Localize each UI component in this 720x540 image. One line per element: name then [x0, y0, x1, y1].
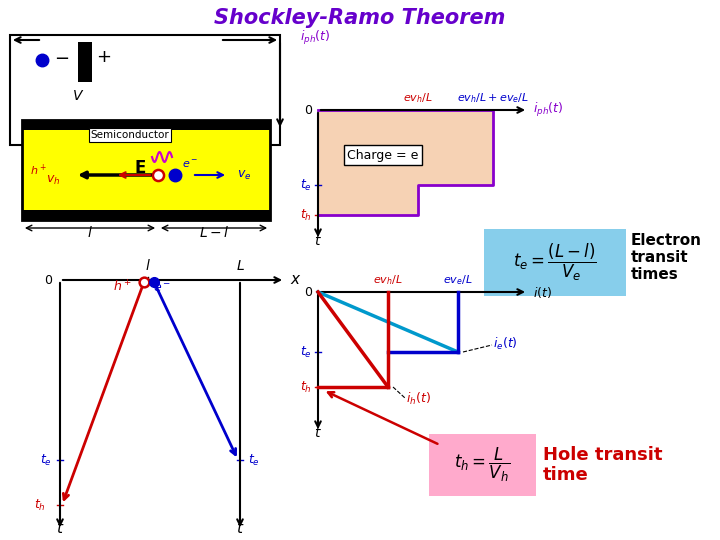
Text: $t_e$: $t_e$ — [40, 453, 52, 468]
Text: $t_h$: $t_h$ — [300, 207, 312, 222]
Text: $h^+$: $h^+$ — [30, 163, 47, 178]
Text: $L$: $L$ — [235, 259, 245, 273]
Bar — [78, 42, 92, 82]
Text: $i_h(t)$: $i_h(t)$ — [406, 391, 431, 407]
Text: $v_e$: $v_e$ — [237, 168, 251, 181]
Text: $e^-$: $e^-$ — [153, 282, 171, 295]
Text: 0: 0 — [44, 273, 52, 287]
Bar — [22, 120, 270, 130]
Text: $ev_h/L$: $ev_h/L$ — [373, 273, 403, 287]
Text: $t_e$: $t_e$ — [248, 453, 260, 468]
Text: $t$: $t$ — [55, 520, 64, 536]
Text: 0: 0 — [304, 286, 312, 299]
Text: Charge = e: Charge = e — [347, 148, 419, 161]
Text: $t_e$: $t_e$ — [300, 345, 312, 360]
Text: $i(t)$: $i(t)$ — [533, 285, 552, 300]
Text: $h^+$: $h^+$ — [112, 280, 132, 295]
Text: $-$: $-$ — [55, 48, 70, 66]
Text: $l$: $l$ — [87, 225, 93, 240]
Text: $t$: $t$ — [314, 426, 322, 440]
Text: $t_h$: $t_h$ — [34, 497, 46, 512]
Text: Electron
transit
times: Electron transit times — [631, 233, 702, 282]
Text: Shockley-Ramo Theorem: Shockley-Ramo Theorem — [215, 8, 505, 28]
Text: $ev_h/L$: $ev_h/L$ — [403, 91, 433, 105]
Text: Hole transit
time: Hole transit time — [543, 446, 662, 484]
Text: $t$: $t$ — [314, 234, 322, 248]
Text: $i_{ph}(t)$: $i_{ph}(t)$ — [533, 101, 564, 119]
Text: Semiconductor: Semiconductor — [91, 130, 169, 140]
Text: $t_e = \dfrac{(L-l)}{V_e}$: $t_e = \dfrac{(L-l)}{V_e}$ — [513, 242, 597, 283]
Bar — [22, 210, 270, 220]
Text: $i_{ph}(t)$: $i_{ph}(t)$ — [300, 29, 330, 47]
Text: $V$: $V$ — [72, 89, 84, 103]
Bar — [10, 35, 280, 145]
Text: $ev_h/L + ev_e/L$: $ev_h/L + ev_e/L$ — [457, 91, 529, 105]
Text: $x$: $x$ — [290, 273, 302, 287]
Text: $t_h = \dfrac{L}{V_h}$: $t_h = \dfrac{L}{V_h}$ — [454, 446, 510, 484]
Text: $ev_e/L$: $ev_e/L$ — [443, 273, 473, 287]
Text: $i_e(t)$: $i_e(t)$ — [493, 336, 518, 352]
Text: $+$: $+$ — [96, 48, 112, 66]
Text: $L-l$: $L-l$ — [199, 225, 229, 240]
FancyBboxPatch shape — [429, 434, 536, 496]
Text: 0: 0 — [304, 104, 312, 117]
Text: $\mathbf{E}$: $\mathbf{E}$ — [134, 159, 146, 177]
Text: $e^-$: $e^-$ — [181, 159, 198, 170]
Text: $t_h$: $t_h$ — [300, 380, 312, 395]
Text: $t$: $t$ — [235, 520, 244, 536]
Text: $v_h$: $v_h$ — [46, 174, 60, 187]
Bar — [22, 120, 270, 220]
Text: $l$: $l$ — [145, 258, 151, 273]
Polygon shape — [318, 110, 493, 215]
FancyBboxPatch shape — [484, 229, 626, 296]
Text: $t_e$: $t_e$ — [300, 178, 312, 193]
